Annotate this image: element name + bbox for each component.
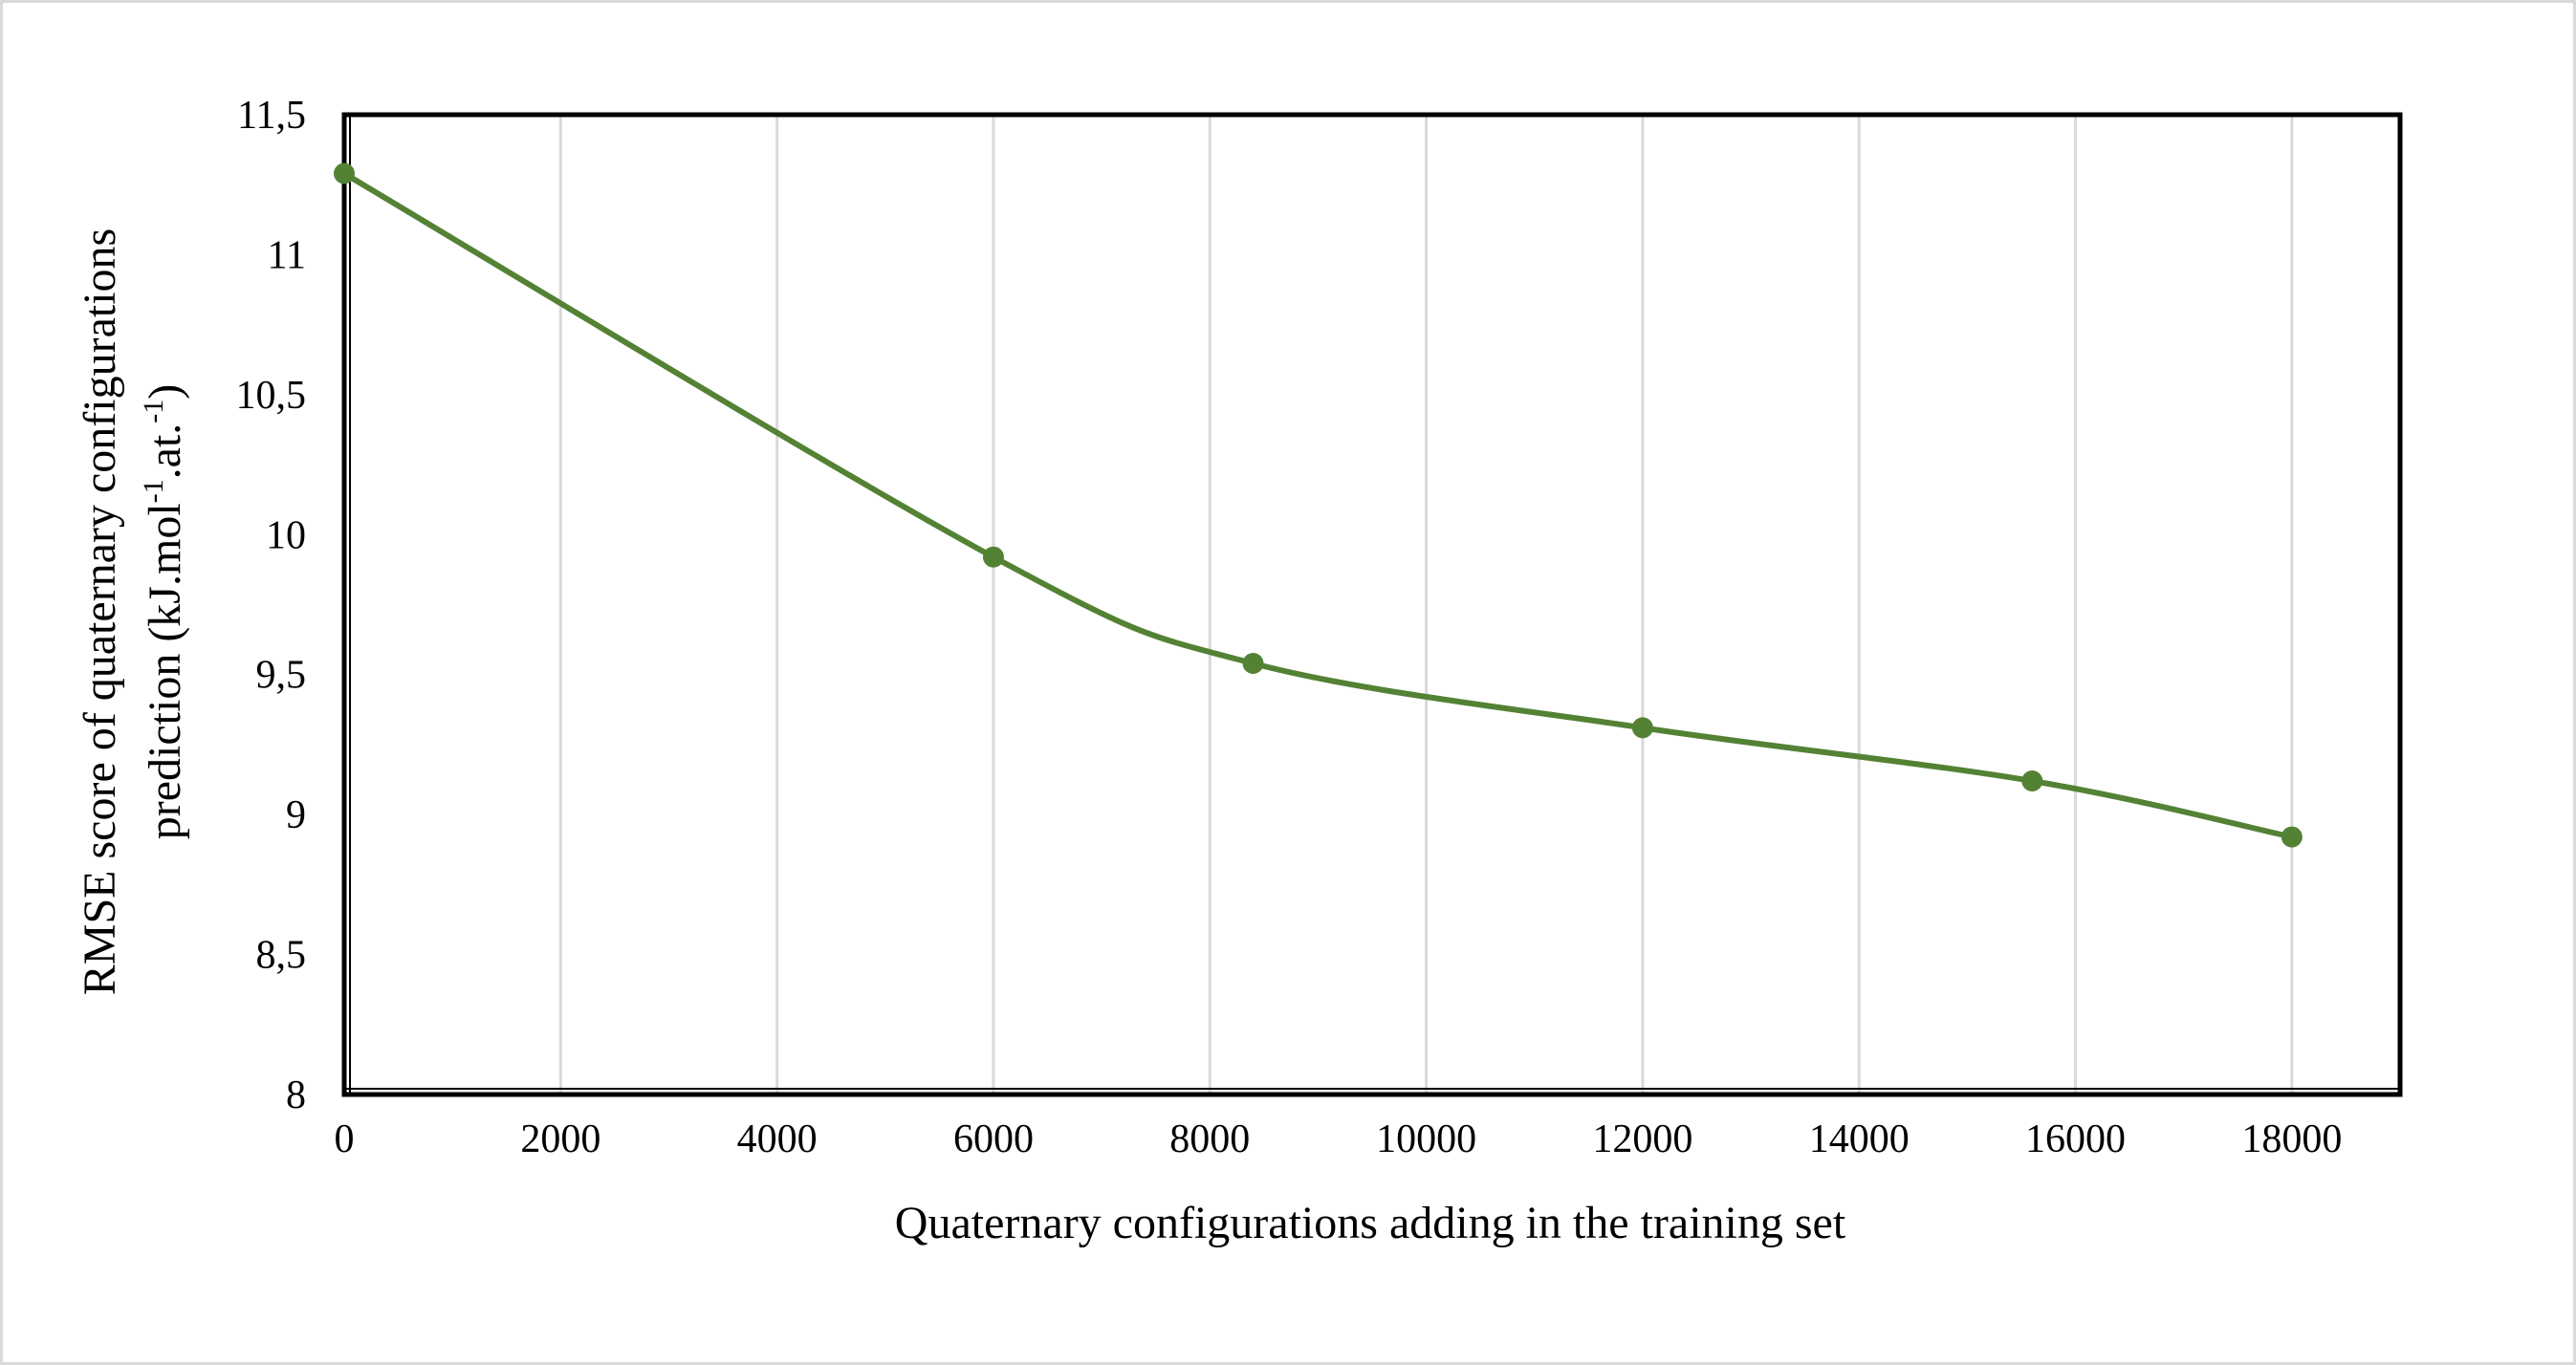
data-point bbox=[1242, 653, 1264, 674]
data-point bbox=[2021, 770, 2043, 791]
x-tick-label: 10000 bbox=[1376, 1117, 1476, 1161]
data-point bbox=[982, 546, 1004, 568]
y-tick-label: 9,5 bbox=[256, 654, 307, 698]
x-tick-label: 2000 bbox=[520, 1117, 600, 1161]
x-tick-label: 6000 bbox=[953, 1117, 1034, 1161]
vertical-gridlines bbox=[558, 115, 2294, 1094]
data-point bbox=[1631, 717, 1653, 739]
y-axis-title: RMSE score of quaternary configurations … bbox=[75, 228, 190, 995]
y-tick-label: 9 bbox=[286, 793, 306, 837]
series-markers bbox=[334, 162, 2303, 848]
x-tick-label: 16000 bbox=[2025, 1117, 2126, 1161]
y-tick-label: 11 bbox=[268, 233, 306, 277]
y-tick-labels: 8 8,5 9 9,5 10 10,5 11 11,5 bbox=[236, 94, 307, 1117]
data-point bbox=[2281, 826, 2303, 848]
x-tick-label: 0 bbox=[335, 1117, 355, 1161]
x-tick-label: 8000 bbox=[1169, 1117, 1250, 1161]
x-tick-labels: 0 2000 4000 6000 8000 10000 12000 14000 16000 180… bbox=[335, 1117, 2343, 1161]
x-tick-label: 14000 bbox=[1809, 1117, 1910, 1161]
data-point bbox=[334, 162, 355, 184]
y-tick-label: 10 bbox=[266, 513, 306, 557]
y-tick-label: 10,5 bbox=[236, 374, 307, 418]
y-tick-label: 8 bbox=[286, 1073, 306, 1117]
x-axis-title: Quaternary configurations adding in the … bbox=[895, 1198, 1846, 1248]
y-tick-label: 8,5 bbox=[256, 934, 307, 978]
x-tick-label: 18000 bbox=[2241, 1117, 2342, 1161]
plot-area-border bbox=[341, 112, 2403, 1097]
x-tick-label: 4000 bbox=[737, 1117, 818, 1161]
y-axis-title-line2: prediction (kJ.mol-1.at.-1) bbox=[138, 384, 190, 840]
x-tick-label: 12000 bbox=[1592, 1117, 1692, 1161]
y-tick-label: 11,5 bbox=[237, 94, 306, 138]
y-axis-title-line1: RMSE score of quaternary configurations bbox=[75, 228, 125, 995]
series-line bbox=[341, 170, 2295, 840]
